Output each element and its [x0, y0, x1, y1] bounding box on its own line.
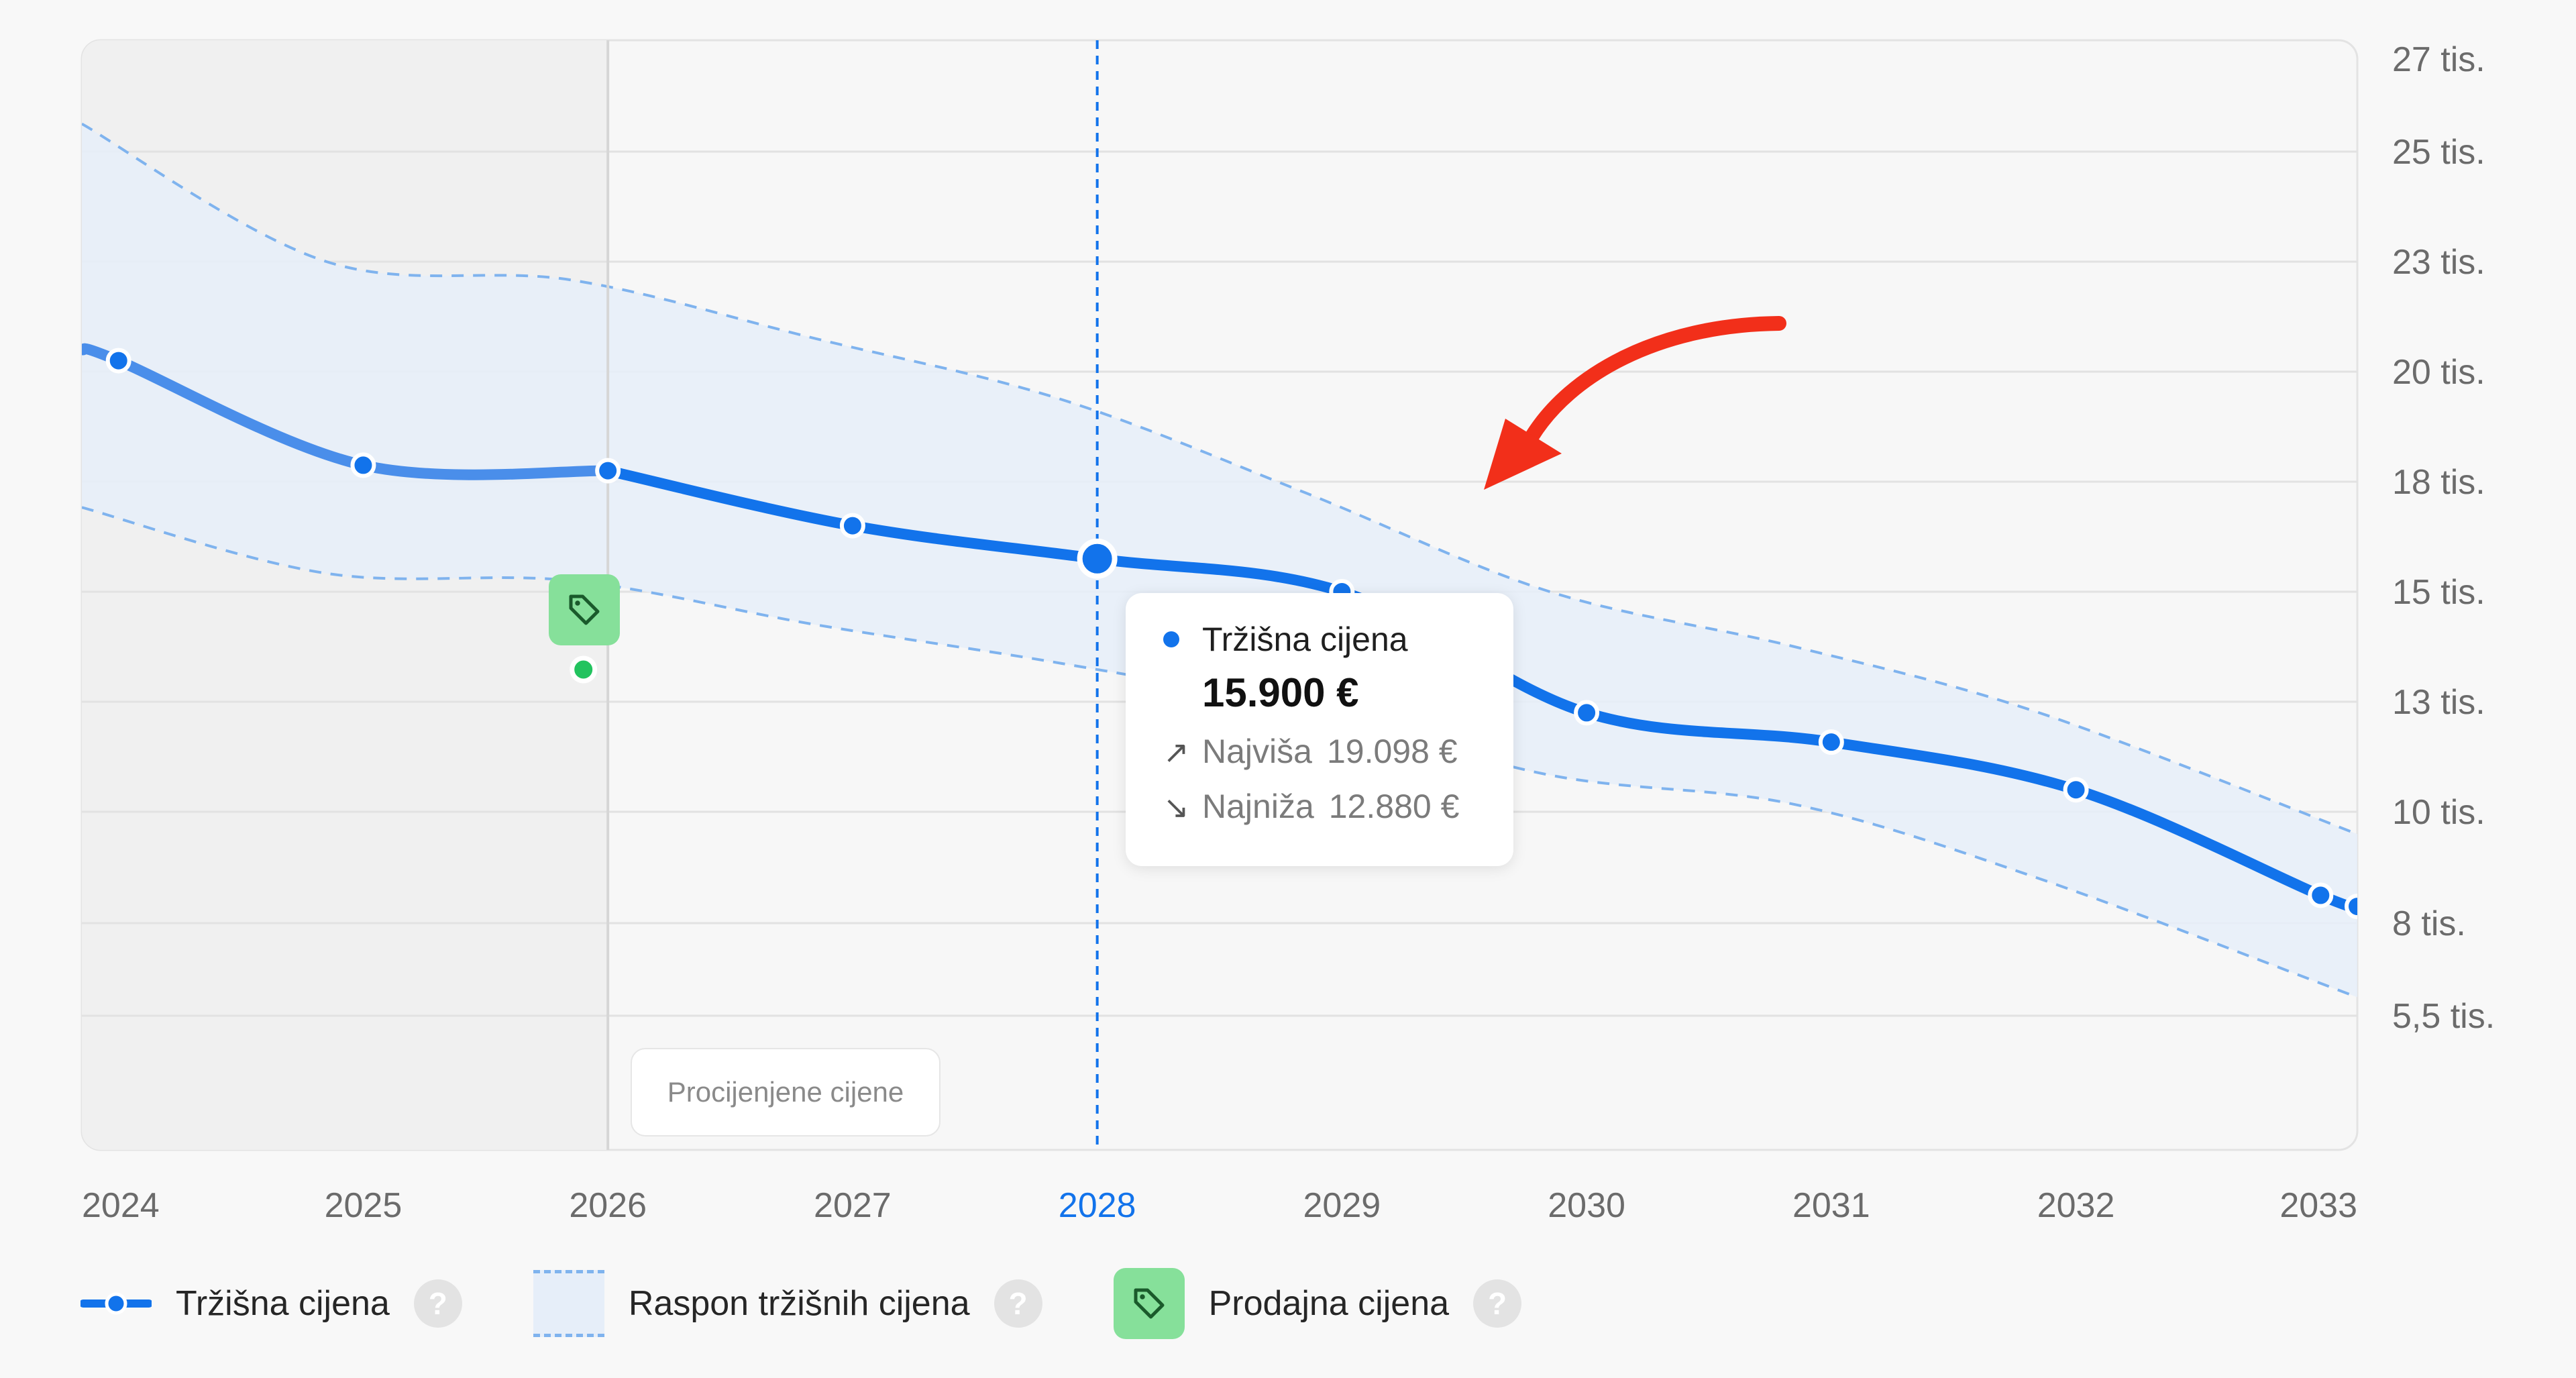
- y-tick-label: 20 tis.: [2392, 353, 2485, 392]
- y-tick-label: 25 tis.: [2392, 133, 2485, 172]
- y-tick-label: 10 tis.: [2392, 793, 2485, 832]
- legend-label: Tržišna cijena: [176, 1284, 390, 1323]
- x-tick-label: 2033: [2279, 1186, 2357, 1225]
- legend-item-market-price[interactable]: Tržišna cijena ?: [80, 1279, 462, 1328]
- x-tick-label: 2030: [1548, 1186, 1625, 1225]
- legend-item-price-range[interactable]: Raspon tržišnih cijena ?: [533, 1270, 1042, 1337]
- price-range-upper-line: [82, 122, 2357, 836]
- data-point[interactable]: [1818, 729, 1844, 755]
- tooltip-high-label: Najviša: [1202, 733, 1312, 770]
- x-tick-label: 2031: [1792, 1186, 1870, 1225]
- data-point[interactable]: [2345, 894, 2368, 920]
- x-tick-label: 2025: [325, 1186, 402, 1225]
- data-point[interactable]: [105, 348, 131, 374]
- arrow-up-right-icon: ↗: [1163, 735, 1189, 770]
- annotation-arrowhead: [1484, 419, 1562, 490]
- tooltip-low-label: Najniža: [1202, 788, 1314, 825]
- x-tick-label: 2029: [1303, 1186, 1381, 1225]
- arrow-down-right-icon: ↘: [1163, 790, 1189, 825]
- legend-label: Raspon tržišnih cijena: [628, 1284, 970, 1323]
- x-tick-label: 2026: [569, 1186, 647, 1225]
- x-tick-label: 2027: [814, 1186, 892, 1225]
- y-tick-label: 15 tis.: [2392, 573, 2485, 612]
- line-dot-icon: [80, 1292, 152, 1315]
- x-tick-label-highlighted: 2028: [1059, 1186, 1136, 1225]
- sale-price-point[interactable]: [570, 655, 598, 684]
- data-point[interactable]: [595, 458, 621, 484]
- y-tick-label: 23 tis.: [2392, 243, 2485, 282]
- y-tick-label: 13 tis.: [2392, 683, 2485, 722]
- data-point[interactable]: [2308, 882, 2334, 908]
- tooltip-high: ↗ Najviša 19.098 €: [1163, 732, 1513, 771]
- tooltip-high-value: 19.098 €: [1326, 733, 1458, 770]
- data-point[interactable]: [1574, 700, 1600, 726]
- help-icon[interactable]: ?: [1473, 1279, 1522, 1328]
- help-icon[interactable]: ?: [413, 1279, 462, 1328]
- price-range-band: [82, 123, 2357, 998]
- estimated-prices-badge: Procijenjene cijene: [631, 1048, 941, 1136]
- y-tick-label: 27 tis.: [2392, 40, 2485, 79]
- legend: Tržišna cijena ? Raspon tržišnih cijena …: [80, 1267, 1555, 1340]
- market-price-line-historical: [82, 343, 614, 480]
- tooltip-series-dot: [1163, 631, 1179, 647]
- market-price-line-forecast: [602, 465, 2357, 913]
- tag-icon: [569, 594, 600, 625]
- legend-item-sale-price[interactable]: Prodajna cijena ?: [1113, 1268, 1522, 1339]
- sale-price-marker[interactable]: [549, 574, 620, 645]
- y-tick-label: 5,5 tis.: [2392, 997, 2495, 1036]
- price-tooltip: Tržišna cijena 15.900 € ↗ Najviša 19.098 €…: [1126, 593, 1513, 866]
- tooltip-low-value: 12.880 €: [1328, 788, 1460, 825]
- tooltip-low: ↘ Najniža 12.880 €: [1163, 787, 1513, 826]
- sale-tag-swatch: [1113, 1268, 1185, 1339]
- data-point[interactable]: [2063, 777, 2089, 803]
- highlighted-data-point[interactable]: [1077, 538, 1118, 579]
- data-point[interactable]: [839, 513, 865, 539]
- dashed-band-icon: [533, 1270, 604, 1337]
- x-tick-label: 2032: [2037, 1186, 2115, 1225]
- x-tick-label: 2024: [82, 1186, 160, 1225]
- legend-label: Prodajna cijena: [1208, 1284, 1450, 1323]
- tooltip-price: 15.900 €: [1202, 670, 1359, 715]
- y-tick-label: 18 tis.: [2392, 463, 2485, 502]
- y-tick-label: 8 tis.: [2392, 904, 2466, 943]
- annotation-arrow: [1525, 316, 1786, 443]
- tooltip-series-name: Tržišna cijena: [1202, 621, 1408, 658]
- tag-icon: [1134, 1288, 1165, 1319]
- help-icon[interactable]: ?: [994, 1279, 1042, 1328]
- data-point[interactable]: [350, 452, 376, 478]
